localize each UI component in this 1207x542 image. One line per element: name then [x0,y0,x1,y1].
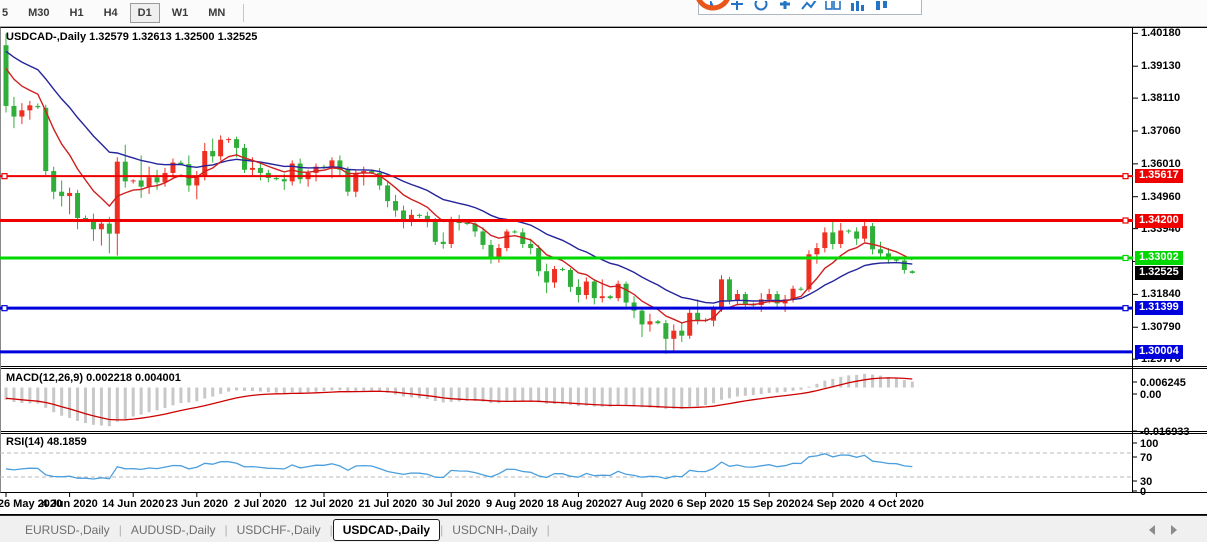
tab-scroll-left-arrow[interactable] [1149,525,1155,535]
tab-scroll-right-arrow[interactable] [1171,525,1177,535]
chart-tab-bar: EURUSD-,Daily | AUDUSD-,Daily | USDCHF-,Dail… [0,515,1207,542]
timeframe-button-h1[interactable]: H1 [69,7,84,19]
chart-tab-eurusd[interactable]: EURUSD-,Daily [25,522,110,537]
crosshair-icon[interactable] [727,1,747,14]
tab-separator: | [546,522,550,537]
cursor-icon[interactable] [703,1,723,14]
tab-separator: | [440,522,444,537]
tab-separator: | [224,522,228,537]
timeframe-button-m30[interactable]: M30 [28,7,50,19]
chart-tab-usdcnh[interactable]: USDCNH-,Daily [452,522,538,537]
toolbar-separator [243,4,245,22]
indicators-icon[interactable] [799,1,819,14]
chart-tab-audusd[interactable]: AUDUSD-,Daily [130,522,216,537]
timeframe-button-mn[interactable]: MN [208,7,226,19]
refresh-icon[interactable] [751,1,771,14]
timeframe-buttons: 5 M30 H1 H4 D1 W1 MN [0,0,245,26]
timeframe-toolbar: 5 M30 H1 H4 D1 W1 MN [0,0,1207,27]
top-icon-toolbar [698,0,922,15]
timeframe-button-h4[interactable]: H4 [103,7,118,19]
chart-tab-usdchf[interactable]: USDCHF-,Daily [236,522,321,537]
tile-windows-icon[interactable] [823,1,843,14]
tab-separator: | [118,522,122,537]
bar-chart-icon[interactable] [847,1,867,14]
candle-chart-icon[interactable] [871,1,891,14]
timeframe-button-5[interactable]: 5 [2,7,9,19]
new-order-icon[interactable] [775,1,795,14]
timeframe-button-d1[interactable]: D1 [129,3,160,23]
tab-separator: | [329,522,333,537]
chart-tabs: EURUSD-,Daily | AUDUSD-,Daily | USDCHF-,Dail… [16,518,550,541]
timeframe-button-w1[interactable]: W1 [171,7,189,19]
chart-tab-usdcad[interactable]: USDCAD-,Daily [332,518,441,541]
